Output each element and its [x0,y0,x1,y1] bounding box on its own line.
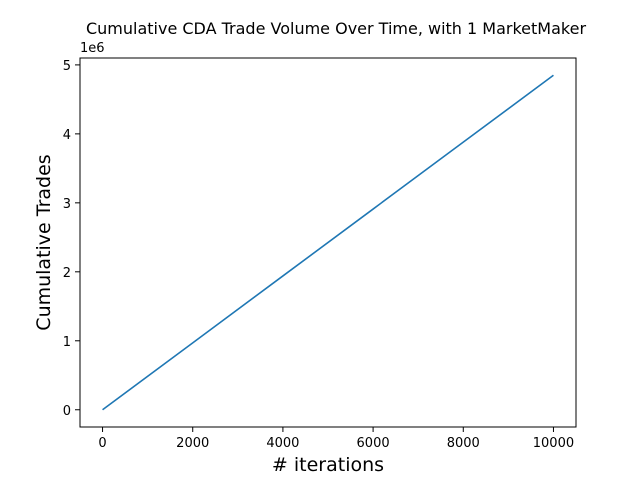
x-tick-label: 0 [98,436,106,451]
y-tick-label: 5 [63,59,71,74]
y-axis-ticks: 0 1 2 3 4 5 [63,59,80,419]
series-line [102,74,554,411]
y-axis-offset-label: 1e6 [80,41,105,56]
y-tick-label: 4 [63,128,71,143]
x-axis-ticks: 0 2000 4000 6000 8000 10000 [98,427,574,451]
y-tick-label: 3 [63,197,71,212]
x-axis-label: # iterations [272,454,384,476]
y-tick-label: 2 [63,266,71,281]
x-tick-label: 6000 [357,436,390,451]
plot-area-frame [79,57,577,428]
x-tick-label: 10000 [533,436,574,451]
x-tick-label: 8000 [447,436,480,451]
y-tick-label: 1 [63,335,71,350]
x-tick-label: 2000 [176,436,209,451]
x-tick-label: 4000 [266,436,299,451]
series-layer [102,74,554,411]
chart-title: Cumulative CDA Trade Volume Over Time, w… [86,19,586,38]
y-axis-label: Cumulative Trades [33,154,55,330]
y-tick-label: 0 [63,404,71,419]
